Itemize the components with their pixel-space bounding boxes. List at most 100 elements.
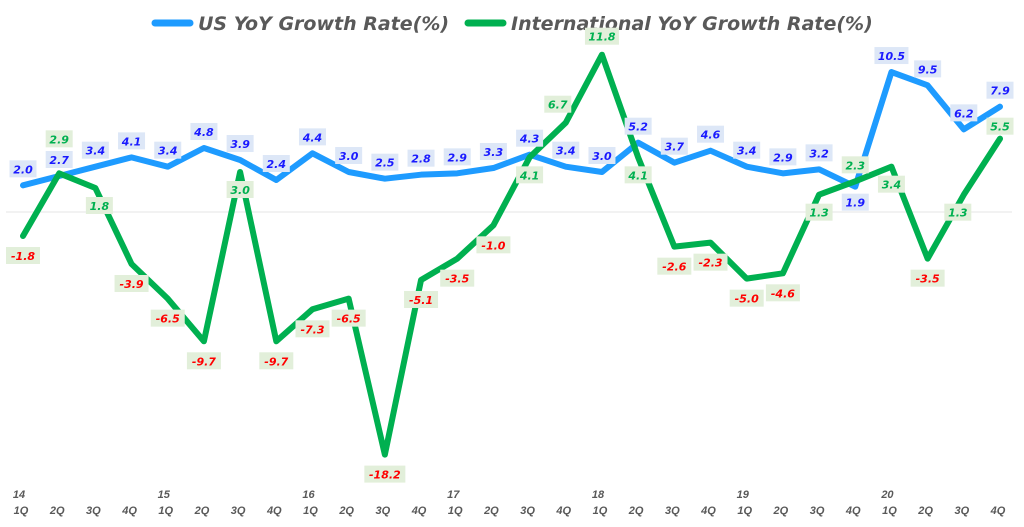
data-label-international: -18.2	[364, 465, 406, 483]
data-label-bg	[805, 203, 833, 221]
data-label-international: -6.5	[331, 309, 366, 327]
data-label-bg	[9, 160, 37, 178]
data-label-text: 3.4	[86, 145, 106, 158]
data-label-bg	[697, 125, 725, 143]
data-label-bg	[150, 309, 185, 327]
data-label-bg	[335, 147, 363, 165]
data-label-us: 3.2	[805, 144, 833, 162]
data-label-text: 3.9	[230, 138, 250, 151]
data-label-text: 1.3	[948, 207, 968, 220]
data-label-us: 10.5	[874, 47, 909, 65]
data-label-us: 3.3	[479, 143, 507, 161]
data-label-text: 9.5	[918, 63, 938, 76]
x-year-label: 14	[13, 489, 25, 501]
data-label-bg	[443, 148, 471, 166]
data-label-text: 2.0	[13, 163, 33, 176]
data-label-text: -7.3	[300, 323, 324, 336]
data-label-bg	[624, 117, 652, 135]
data-label-text: 2.5	[375, 157, 395, 170]
data-label-international: -2.6	[657, 257, 692, 275]
data-label-bg	[733, 141, 761, 159]
data-label-us: 2.0	[9, 160, 37, 178]
data-label-us: 2.8	[407, 149, 435, 167]
data-label-text: 3.4	[882, 179, 902, 192]
data-label-us: 2.4	[262, 155, 290, 173]
data-label-bg	[693, 253, 728, 271]
x-tick-label: 2Q	[483, 505, 499, 517]
data-label-text: 4.6	[700, 129, 721, 142]
x-tick-label: 2Q	[338, 505, 354, 517]
data-label-us: 1.9	[841, 193, 869, 211]
x-tick-label: 1Q	[593, 505, 608, 517]
data-label-us: 3.4	[552, 141, 580, 159]
x-tick-label: 3Q	[665, 505, 680, 517]
data-label-bg	[118, 132, 146, 150]
x-tick-label: 4Q	[990, 505, 1006, 517]
data-label-international: -9.7	[259, 352, 294, 370]
x-tick-label: 3Q	[231, 505, 246, 517]
data-label-bg	[769, 148, 797, 166]
data-label-bg	[85, 197, 113, 215]
data-label-us: 2.5	[371, 153, 399, 171]
data-label-us: 3.7	[660, 137, 688, 155]
data-label-bg	[226, 181, 254, 199]
data-label-bg	[877, 175, 905, 193]
data-label-international: -1.0	[476, 236, 511, 254]
data-label-bg	[584, 27, 619, 45]
data-label-text: -9.7	[264, 355, 288, 368]
data-label-us: 2.7	[45, 151, 73, 169]
data-label-text: -3.5	[445, 273, 469, 286]
data-label-text: 3.7	[665, 141, 685, 154]
legend-label-international: International YoY Growth Rate(%)	[511, 13, 873, 35]
data-label-text: 2.4	[267, 158, 287, 171]
data-label-text: 1.3	[809, 207, 829, 220]
data-label-text: 2.9	[773, 151, 793, 164]
series-line-international	[20, 51, 1003, 458]
data-label-us: 4.6	[697, 125, 725, 143]
data-label-bg	[516, 129, 544, 147]
data-label-international: 1.3	[944, 203, 972, 221]
data-label-international: -9.7	[186, 352, 221, 370]
x-year-label: 16	[302, 489, 315, 501]
data-label-text: 4.4	[302, 131, 323, 144]
x-year-label: 15	[158, 489, 171, 501]
data-label-text: -2.6	[662, 261, 686, 274]
data-label-bg	[476, 236, 511, 254]
data-label-text: 5.5	[990, 121, 1010, 134]
data-label-text: -6.5	[156, 313, 180, 326]
x-tick-label: 4Q	[845, 505, 861, 517]
x-year-label: 20	[880, 489, 894, 501]
data-label-text: 7.9	[990, 85, 1010, 98]
x-tick-label: 4Q	[700, 505, 716, 517]
data-label-bg	[657, 257, 692, 275]
data-label-bg	[479, 143, 507, 161]
data-label-international: -3.9	[114, 274, 149, 292]
x-tick-label: 4Q	[555, 505, 571, 517]
data-label-international: 1.3	[805, 203, 833, 221]
data-label-bg	[45, 151, 73, 169]
data-label-text: -2.3	[698, 257, 722, 270]
x-tick-label: 2Q	[49, 505, 65, 517]
data-label-international: -7.3	[295, 320, 330, 338]
data-label-bg	[805, 144, 833, 162]
data-label-text: -3.9	[120, 278, 144, 291]
data-label-international: 2.3	[841, 156, 869, 174]
data-label-bg	[729, 289, 764, 307]
data-label-text: 11.8	[588, 31, 615, 44]
x-tick-label: 1Q	[882, 505, 897, 517]
x-tick-label: 2Q	[194, 505, 210, 517]
data-label-us: 7.9	[986, 81, 1014, 99]
data-label-international: -6.5	[150, 309, 185, 327]
x-tick-label: 2Q	[773, 505, 789, 517]
data-label-bg	[298, 128, 326, 146]
data-label-us: 4.3	[516, 129, 544, 147]
x-tick-label: 3Q	[810, 505, 825, 517]
data-label-international: -4.6	[765, 284, 800, 302]
data-label-bg	[186, 352, 221, 370]
x-year-label: 19	[737, 489, 750, 501]
data-label-international: -5.0	[729, 289, 764, 307]
data-label-text: -9.7	[192, 355, 216, 368]
data-label-us: 3.4	[733, 141, 761, 159]
legend: US YoY Growth Rate(%) International YoY …	[151, 13, 873, 35]
